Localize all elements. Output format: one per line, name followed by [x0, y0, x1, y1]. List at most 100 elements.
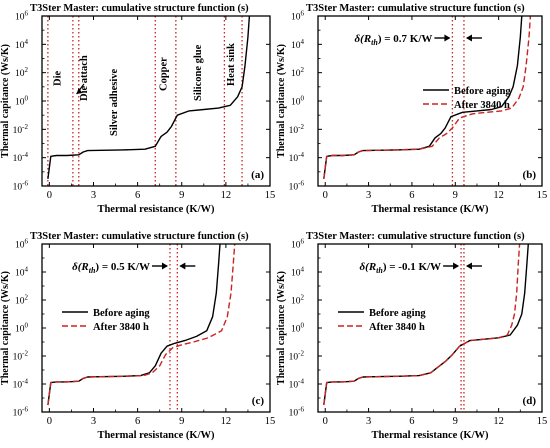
y-tick-base: 10	[291, 269, 301, 279]
y-tick-exponent: -6	[298, 406, 304, 414]
y-tick-exponent: 4	[25, 38, 29, 46]
series-line-after	[323, 15, 532, 179]
y-tick-exponent: -4	[22, 151, 28, 159]
x-tick-label: 9	[453, 190, 458, 201]
y-tick-base: 10	[289, 381, 299, 391]
y-tick-label: 10-6	[289, 406, 305, 419]
panel-a: T3Ster Master: cumulative structure func…	[0, 3, 275, 215]
y-tick-label: 106	[15, 10, 29, 23]
y-tick-base: 10	[13, 381, 23, 391]
y-tick-base: 10	[13, 126, 23, 136]
y-tick-label: 104	[291, 266, 305, 279]
y-tick-exponent: -2	[298, 123, 304, 131]
x-tick-label: 6	[409, 416, 414, 427]
y-tick-base: 10	[15, 98, 25, 108]
x-tick-label: 9	[179, 190, 184, 201]
plot-frame	[41, 15, 271, 187]
panel-label: (c)	[252, 395, 265, 407]
y-tick-base: 10	[15, 241, 25, 251]
y-tick-exponent: -6	[298, 180, 304, 188]
y-tick-base: 10	[291, 98, 301, 108]
y-tick-base: 10	[289, 353, 299, 363]
x-tick-label: 6	[135, 416, 140, 427]
y-tick-exponent: 0	[301, 322, 305, 330]
y-tick-exponent: 4	[301, 38, 305, 46]
delta-prefix: δ(R	[72, 261, 89, 273]
y-tick-exponent: 2	[301, 66, 305, 74]
y-tick-base: 10	[13, 409, 23, 419]
legend-label-before: Before aging	[369, 308, 426, 319]
y-tick-exponent: 4	[25, 266, 29, 274]
x-tick-label: 12	[221, 416, 232, 427]
y-tick-label: 10-6	[13, 406, 29, 419]
y-tick-exponent: -6	[22, 406, 28, 414]
y-tick-label: 102	[15, 66, 29, 79]
y-tick-exponent: 0	[25, 95, 29, 103]
x-tick-label: 12	[493, 416, 504, 427]
y-tick-exponent: -2	[22, 350, 28, 358]
y-tick-label: 100	[15, 322, 29, 335]
region-label: Copper	[158, 57, 169, 91]
panel-label: (d)	[523, 395, 537, 407]
y-tick-exponent: -4	[298, 378, 304, 386]
y-tick-label: 10-2	[289, 350, 305, 363]
series-line-before	[47, 15, 251, 179]
delta-arrow-left-head	[453, 262, 460, 270]
y-tick-base: 10	[15, 41, 25, 51]
y-tick-base: 10	[291, 41, 301, 51]
y-tick-base: 10	[289, 154, 299, 164]
delta-sub: th	[89, 266, 96, 275]
x-tick-label: 6	[135, 190, 140, 201]
region-label: Silver adhesive	[109, 68, 120, 136]
series-line-after	[47, 243, 236, 406]
y-tick-label: 102	[291, 66, 305, 79]
series-line-after	[323, 243, 521, 406]
y-tick-label: 10-2	[289, 123, 305, 136]
y-tick-label: 106	[291, 238, 305, 251]
y-tick-exponent: -2	[298, 350, 304, 358]
panel-label: (a)	[251, 169, 264, 181]
y-tick-exponent: 0	[25, 322, 29, 330]
y-tick-label: 100	[291, 322, 305, 335]
legend-label-after: After 3840 h	[93, 322, 149, 333]
y-axis-label: Thermal capitance (Ws/K)	[0, 44, 11, 158]
y-tick-label: 102	[15, 294, 29, 307]
x-axis-label: Thermal resistance (K/W)	[371, 204, 489, 215]
region-label: Die attach	[79, 55, 90, 101]
y-tick-label: 104	[291, 38, 305, 51]
y-tick-base: 10	[289, 126, 299, 136]
die-attach-arrow-head	[76, 88, 83, 94]
x-tick-label: 3	[91, 416, 96, 427]
y-tick-label: 10-4	[289, 151, 305, 164]
delta-arrow-left-head	[444, 34, 451, 42]
x-tick-label: 15	[265, 416, 276, 427]
region-label: Heat sink	[226, 43, 237, 86]
delta-arrow-left-head	[161, 262, 168, 270]
x-tick-label: 9	[453, 416, 458, 427]
y-tick-base: 10	[15, 297, 25, 307]
y-tick-exponent: 2	[25, 294, 29, 302]
y-tick-base: 10	[15, 269, 25, 279]
delta-sub: th	[376, 266, 383, 275]
region-label: Die	[52, 71, 63, 87]
y-tick-label: 10-4	[13, 378, 29, 391]
y-axis-label: Thermal capitance (Ws/K)	[276, 44, 287, 158]
panel-d: T3Ster Master: cumulative structure func…	[276, 231, 547, 441]
delta-suffix: ) = 0.7 K/W	[378, 33, 433, 45]
x-tick-label: 15	[537, 416, 548, 427]
delta-prefix: δ(R	[355, 33, 372, 45]
chart-title: T3Ster Master: cumulative structure func…	[30, 3, 249, 14]
x-tick-label: 0	[323, 416, 328, 427]
y-tick-base: 10	[289, 409, 299, 419]
y-tick-label: 100	[291, 95, 305, 108]
delta-arrow-right-head	[465, 262, 472, 270]
x-tick-label: 9	[179, 416, 184, 427]
delta-arrow-right-head	[179, 262, 186, 270]
y-tick-label: 106	[15, 238, 29, 251]
series-line-before	[47, 243, 221, 406]
y-tick-base: 10	[291, 13, 301, 23]
x-tick-label: 3	[366, 190, 371, 201]
delta-arrow-right-head	[465, 34, 472, 42]
y-tick-exponent: -4	[22, 378, 28, 386]
legend-label-before: Before aging	[454, 86, 511, 97]
